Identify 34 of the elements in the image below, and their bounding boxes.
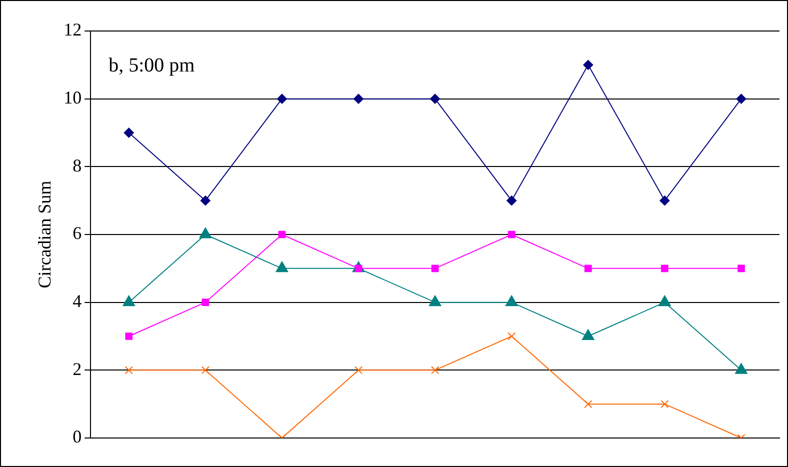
y-tick-label: 0 — [72, 426, 82, 447]
point — [660, 196, 670, 206]
point — [202, 298, 210, 306]
y-tick-label: 8 — [72, 155, 82, 176]
point — [506, 196, 517, 206]
point — [354, 366, 363, 374]
y-tick-label: 10 — [64, 88, 82, 108]
point — [199, 228, 212, 238]
y-axis-title: Circadian Sum — [34, 180, 55, 288]
point — [584, 400, 592, 408]
point — [508, 230, 516, 238]
point — [124, 366, 133, 374]
point — [508, 332, 516, 340]
point — [430, 94, 440, 104]
point — [276, 94, 287, 104]
point — [584, 264, 592, 272]
y-tick-label: 2 — [72, 358, 82, 379]
point — [125, 332, 133, 340]
y-tick-label: 6 — [72, 223, 82, 244]
y-tick-label: 12 — [64, 20, 82, 40]
point — [201, 366, 210, 374]
point — [124, 128, 134, 138]
point — [200, 196, 210, 206]
point — [583, 60, 594, 70]
point — [354, 94, 364, 104]
point — [278, 230, 286, 238]
y-tick-label: 4 — [72, 291, 82, 312]
point — [736, 94, 746, 104]
point — [431, 366, 440, 374]
point — [661, 264, 668, 272]
point — [431, 264, 439, 272]
annotation: b, 5:00 pm — [108, 54, 196, 76]
point — [660, 400, 669, 408]
point — [738, 264, 745, 272]
